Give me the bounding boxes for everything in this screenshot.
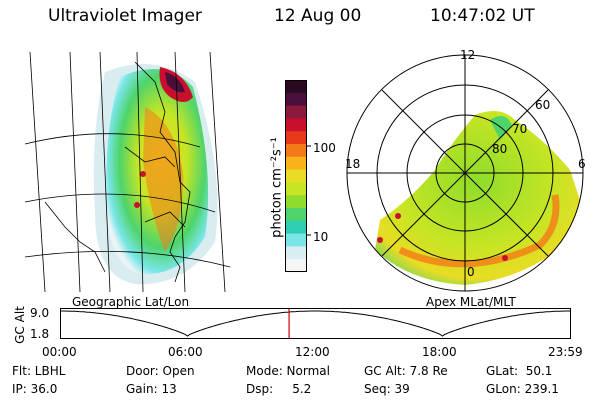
- orbit-ylabel: GC Alt: [13, 306, 27, 344]
- colorbar: [285, 80, 311, 273]
- door-status: Door: Open: [126, 364, 195, 378]
- colorbar-segment: [285, 118, 307, 132]
- orbit-ytick-9: 9.0: [30, 306, 50, 320]
- colorbar-tick-100: 100: [313, 141, 336, 155]
- lat-label-60: 60: [535, 98, 551, 112]
- orbit-altitude-plot: [60, 308, 571, 339]
- glat-status: GLat: 50.1: [486, 364, 553, 378]
- colorbar-segment: [285, 144, 307, 158]
- colorbar-segment: [285, 80, 307, 94]
- colorbar-segment: [285, 233, 307, 247]
- orbit-xtick-0: 00:00: [42, 345, 77, 359]
- right-panel-caption: Apex MLat/MLT: [426, 295, 516, 309]
- colorbar-segment: [285, 156, 307, 171]
- ip-status: IP: 36.0: [12, 382, 58, 396]
- flt-status: Flt: LBHL: [12, 364, 66, 378]
- mlt-label-0: 0: [467, 265, 475, 279]
- gain-status: Gain: 13: [126, 382, 177, 396]
- orbit-xtick-3: 18:00: [422, 345, 457, 359]
- colorbar-segment: [285, 92, 307, 107]
- colorbar-segment: [285, 259, 307, 273]
- orbit-xtick-4: 23:59: [548, 345, 583, 359]
- mlt-label-18: 18: [345, 157, 361, 171]
- colorbar-unit-label: photon cm⁻²s⁻¹: [269, 137, 285, 238]
- geographic-image: [24, 51, 231, 293]
- colorbar-segment: [285, 169, 307, 183]
- gc-alt-status: GC Alt: 7.8 Re: [364, 364, 448, 378]
- colorbar-segment: [285, 105, 307, 119]
- polar-plot: [346, 54, 584, 292]
- colorbar-segment: [285, 131, 307, 145]
- colorbar-segment: [285, 220, 307, 235]
- instrument-title: Ultraviolet Imager: [48, 6, 202, 26]
- left-panel-caption: Geographic Lat/Lon: [72, 295, 190, 309]
- colorbar-segment: [285, 246, 307, 260]
- lat-label-70: 70: [512, 122, 528, 136]
- seq-status: Seq: 39: [364, 382, 410, 396]
- orbit-xtick-2: 12:00: [295, 345, 330, 359]
- colorbar-segment: [285, 208, 307, 222]
- colorbar-segment: [285, 182, 307, 196]
- date-label: 12 Aug 00: [274, 6, 362, 26]
- colorbar-segment: [285, 195, 307, 209]
- mode-status: Mode: Normal: [246, 364, 330, 378]
- dsp-status: Dsp: 5.2: [246, 382, 312, 396]
- colorbar-tick-10: 10: [313, 230, 329, 244]
- orbit-xtick-1: 06:00: [168, 345, 203, 359]
- lat-label-80: 80: [492, 142, 508, 156]
- orbit-ytick-1-8: 1.8: [30, 327, 50, 341]
- mlt-label-12: 12: [460, 48, 476, 62]
- time-label: 10:47:02 UT: [430, 6, 535, 26]
- mlt-label-6: 6: [578, 157, 586, 171]
- glon-status: GLon: 239.1: [486, 382, 559, 396]
